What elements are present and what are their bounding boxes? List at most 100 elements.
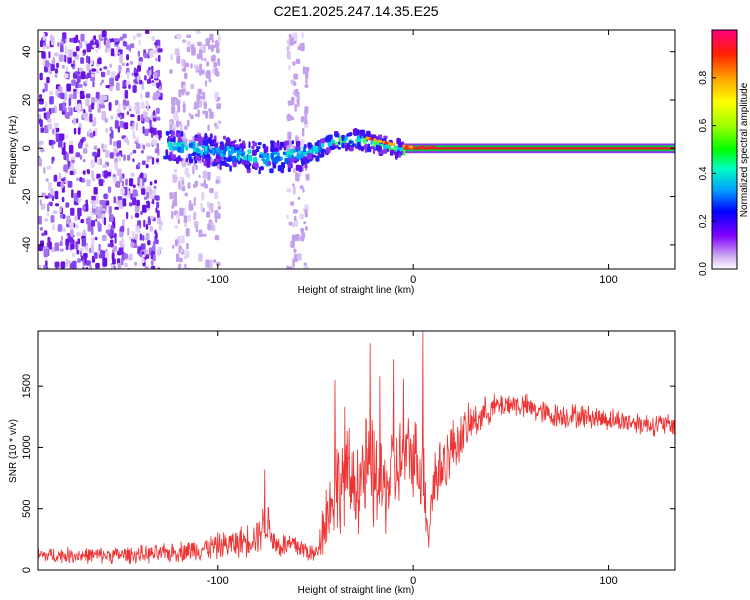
signal-cell bbox=[383, 135, 388, 139]
signal-cell bbox=[223, 156, 226, 162]
noise-cell bbox=[93, 187, 98, 195]
noise-cell bbox=[58, 86, 62, 92]
noise-cell bbox=[158, 86, 162, 91]
noise-cell bbox=[67, 260, 71, 265]
noise-cell bbox=[287, 48, 290, 57]
signal-cell bbox=[192, 151, 197, 156]
noise-cell bbox=[148, 188, 153, 195]
noise-cell bbox=[124, 262, 128, 268]
noise-cell bbox=[194, 211, 197, 218]
noise-cell bbox=[145, 91, 150, 98]
noise-cell bbox=[65, 238, 69, 246]
noise-cell bbox=[144, 128, 149, 136]
signal-cell bbox=[238, 138, 241, 142]
noise-cell bbox=[54, 242, 60, 252]
noise-cell bbox=[60, 214, 63, 219]
noise-cell bbox=[155, 107, 160, 114]
signal-cell bbox=[263, 158, 267, 165]
noise-cell bbox=[184, 250, 190, 258]
noise-cell bbox=[55, 127, 60, 133]
signal-cell bbox=[178, 157, 183, 162]
noise-cell bbox=[50, 64, 55, 71]
noise-cell bbox=[80, 219, 85, 224]
noise-cell bbox=[129, 114, 135, 118]
noise-cell bbox=[46, 165, 52, 170]
noise-cell bbox=[290, 201, 294, 206]
noise-cell bbox=[45, 178, 49, 182]
noise-cell bbox=[179, 257, 183, 263]
noise-cell bbox=[129, 178, 134, 187]
signal-cell bbox=[177, 146, 181, 153]
noise-cell bbox=[40, 240, 44, 249]
noise-cell bbox=[58, 138, 63, 148]
signal-cell bbox=[165, 130, 170, 136]
noise-cell bbox=[54, 68, 59, 74]
signal-peak-cell bbox=[418, 145, 422, 149]
noise-cell bbox=[140, 103, 145, 109]
signal-cell bbox=[247, 149, 252, 154]
colorbar-gradient bbox=[711, 29, 738, 270]
noise-cell bbox=[145, 186, 150, 192]
noise-cell bbox=[65, 202, 70, 208]
noise-cell bbox=[51, 247, 56, 253]
signal-cell bbox=[231, 155, 237, 163]
signal-cell bbox=[291, 154, 294, 160]
noise-cell bbox=[118, 155, 122, 162]
signal-cell bbox=[262, 143, 266, 149]
noise-cell bbox=[129, 43, 135, 49]
noise-cell bbox=[201, 192, 205, 201]
noise-cell bbox=[92, 130, 96, 137]
noise-cell bbox=[152, 198, 155, 205]
signal-cell bbox=[274, 157, 279, 164]
signal-cell bbox=[172, 136, 176, 143]
noise-cell bbox=[302, 232, 306, 239]
noise-cell bbox=[217, 34, 221, 43]
noise-cell bbox=[136, 199, 140, 207]
signal-cell bbox=[348, 132, 353, 137]
signal-cell bbox=[206, 159, 211, 167]
signal-cell bbox=[345, 145, 348, 152]
noise-cell bbox=[80, 33, 85, 42]
signal-cell bbox=[259, 166, 264, 171]
noise-cell bbox=[288, 33, 292, 39]
noise-cell bbox=[133, 134, 136, 140]
signal-cell bbox=[397, 146, 401, 151]
noise-cell bbox=[81, 178, 86, 183]
noise-cell bbox=[110, 48, 115, 57]
signal-cell bbox=[225, 138, 231, 145]
spectrogram-x-ticks: -100 0 100 bbox=[207, 30, 618, 286]
noise-cell bbox=[77, 258, 81, 263]
noise-cell bbox=[124, 89, 129, 99]
signal-cell bbox=[189, 158, 194, 164]
noise-cell bbox=[203, 102, 207, 110]
noise-cell bbox=[300, 227, 305, 233]
noise-cell bbox=[86, 179, 91, 187]
noise-cell bbox=[169, 120, 173, 125]
noise-cell bbox=[48, 51, 51, 59]
signal-cell bbox=[322, 137, 326, 143]
noise-cell bbox=[286, 214, 289, 220]
noise-cell bbox=[214, 124, 219, 129]
spectrogram-signal-cells bbox=[163, 128, 675, 175]
noise-cell bbox=[53, 128, 56, 136]
noise-cell bbox=[115, 116, 119, 121]
noise-cell bbox=[173, 96, 177, 102]
noise-cell bbox=[187, 214, 191, 222]
noise-cell bbox=[91, 170, 94, 179]
noise-cell bbox=[56, 62, 60, 68]
signal-peak-cell bbox=[431, 145, 435, 149]
noise-cell bbox=[91, 195, 96, 201]
signal-cell bbox=[236, 146, 240, 151]
signal-cell bbox=[194, 137, 199, 142]
signal-cell bbox=[341, 142, 345, 149]
noise-cell bbox=[174, 225, 179, 229]
noise-cell bbox=[180, 249, 183, 253]
noise-cell bbox=[142, 126, 145, 134]
noise-cell bbox=[102, 164, 108, 168]
snr-y-ticks: 0 500 1000 1500 bbox=[21, 374, 675, 573]
noise-cell bbox=[287, 100, 292, 106]
noise-cell bbox=[59, 248, 64, 252]
noise-cell bbox=[155, 207, 158, 213]
noise-cell bbox=[90, 220, 96, 227]
signal-cell bbox=[237, 161, 241, 165]
